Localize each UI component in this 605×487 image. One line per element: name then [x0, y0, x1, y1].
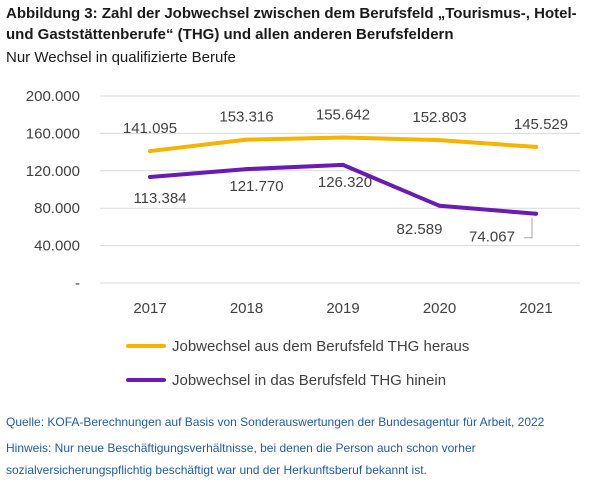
- chart-title: Abbildung 3: Zahl der Jobwechsel zwische…: [6, 5, 577, 43]
- data-label-out: 145.529: [514, 116, 568, 133]
- data-point-in: [148, 174, 152, 179]
- hint-note-line-2: sozialversicherungspflichtig beschäftigt…: [6, 463, 427, 477]
- data-point-in: [341, 162, 345, 167]
- line-chart: - 40.000 80.000 120.000 160.000 200.000 2017 20…: [26, 88, 580, 317]
- data-point-out: [534, 144, 538, 149]
- y-tick-label: 160.000: [26, 125, 80, 142]
- y-tick-label: 200.000: [26, 88, 80, 105]
- data-label-out: 155.642: [316, 106, 370, 123]
- source-note: Quelle: KOFA-Berechnungen auf Basis von …: [6, 415, 545, 429]
- x-tick-label: 2020: [423, 300, 456, 317]
- data-label-out: 153.316: [219, 109, 273, 126]
- data-point-in: [244, 167, 249, 172]
- hint-note-line-1: Hinweis: Nur neue Beschäftigungsverhältn…: [6, 441, 476, 455]
- x-tick-label: 2018: [230, 300, 263, 317]
- data-point-in: [437, 203, 442, 208]
- data-point-out: [244, 137, 249, 142]
- data-point-out: [437, 138, 442, 143]
- data-label-in: 121.770: [229, 178, 283, 195]
- data-label-in: 82.589: [397, 221, 443, 238]
- chart-subtitle: Nur Wechsel in qualifizierte Berufe: [6, 49, 236, 66]
- data-point-in: [534, 211, 538, 216]
- data-label-in: 113.384: [133, 190, 186, 207]
- y-tick-label: -: [75, 275, 80, 292]
- y-tick-label: 40.000: [34, 238, 80, 255]
- data-point-out: [148, 149, 152, 154]
- y-tick-label: 120.000: [26, 163, 80, 180]
- x-tick-label: 2021: [519, 300, 552, 317]
- data-label-out: 141.095: [123, 120, 177, 137]
- y-tick-label: 80.000: [34, 200, 80, 217]
- data-point-out: [341, 135, 345, 140]
- x-tick-label: 2017: [133, 300, 166, 317]
- data-label-in: 74.067: [469, 229, 515, 246]
- data-label-out: 152.803: [412, 109, 466, 126]
- data-label-leader-line: [524, 217, 533, 239]
- series-line-out: [148, 135, 538, 154]
- data-label-in: 126.320: [318, 174, 372, 191]
- x-tick-label: 2019: [326, 300, 359, 317]
